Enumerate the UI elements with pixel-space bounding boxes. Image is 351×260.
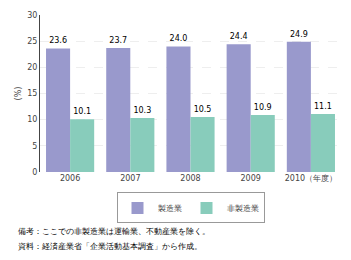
svg-text:30: 30	[27, 11, 37, 20]
svg-text:資料：経済産業省「企業活動基本調査」から作成。: 資料：経済産業省「企業活動基本調査」から作成。	[18, 242, 202, 251]
svg-text:25: 25	[27, 37, 37, 46]
svg-text:非製造業: 非製造業	[227, 204, 259, 213]
svg-text:24.0: 24.0	[170, 34, 188, 43]
svg-text:10: 10	[27, 115, 37, 124]
svg-text:(%): (%)	[14, 87, 23, 101]
svg-text:24.4: 24.4	[230, 32, 248, 41]
svg-text:5: 5	[32, 142, 37, 151]
svg-text:2007: 2007	[120, 174, 140, 183]
svg-text:0: 0	[32, 168, 37, 177]
svg-text:2008: 2008	[180, 174, 200, 183]
svg-text:備考：ここでの非製造業は運輸業、不動産業を除く。: 備考：ここでの非製造業は運輸業、不動産業を除く。	[18, 227, 210, 236]
svg-text:10.1: 10.1	[73, 107, 91, 116]
svg-text:製造業: 製造業	[158, 204, 182, 213]
svg-text:10.9: 10.9	[254, 103, 272, 112]
svg-text:24.9: 24.9	[290, 30, 308, 39]
svg-text:23.7: 23.7	[109, 36, 127, 45]
svg-text:15: 15	[27, 89, 37, 98]
svg-text:10.5: 10.5	[194, 105, 212, 114]
svg-text:23.6: 23.6	[49, 36, 67, 45]
svg-text:11.1: 11.1	[314, 102, 332, 111]
svg-text:2006: 2006	[60, 174, 80, 183]
svg-text:2009: 2009	[241, 174, 261, 183]
svg-text:20: 20	[27, 63, 37, 72]
svg-text:10.3: 10.3	[133, 106, 151, 115]
svg-text:2010（年度）: 2010（年度）	[285, 174, 337, 183]
